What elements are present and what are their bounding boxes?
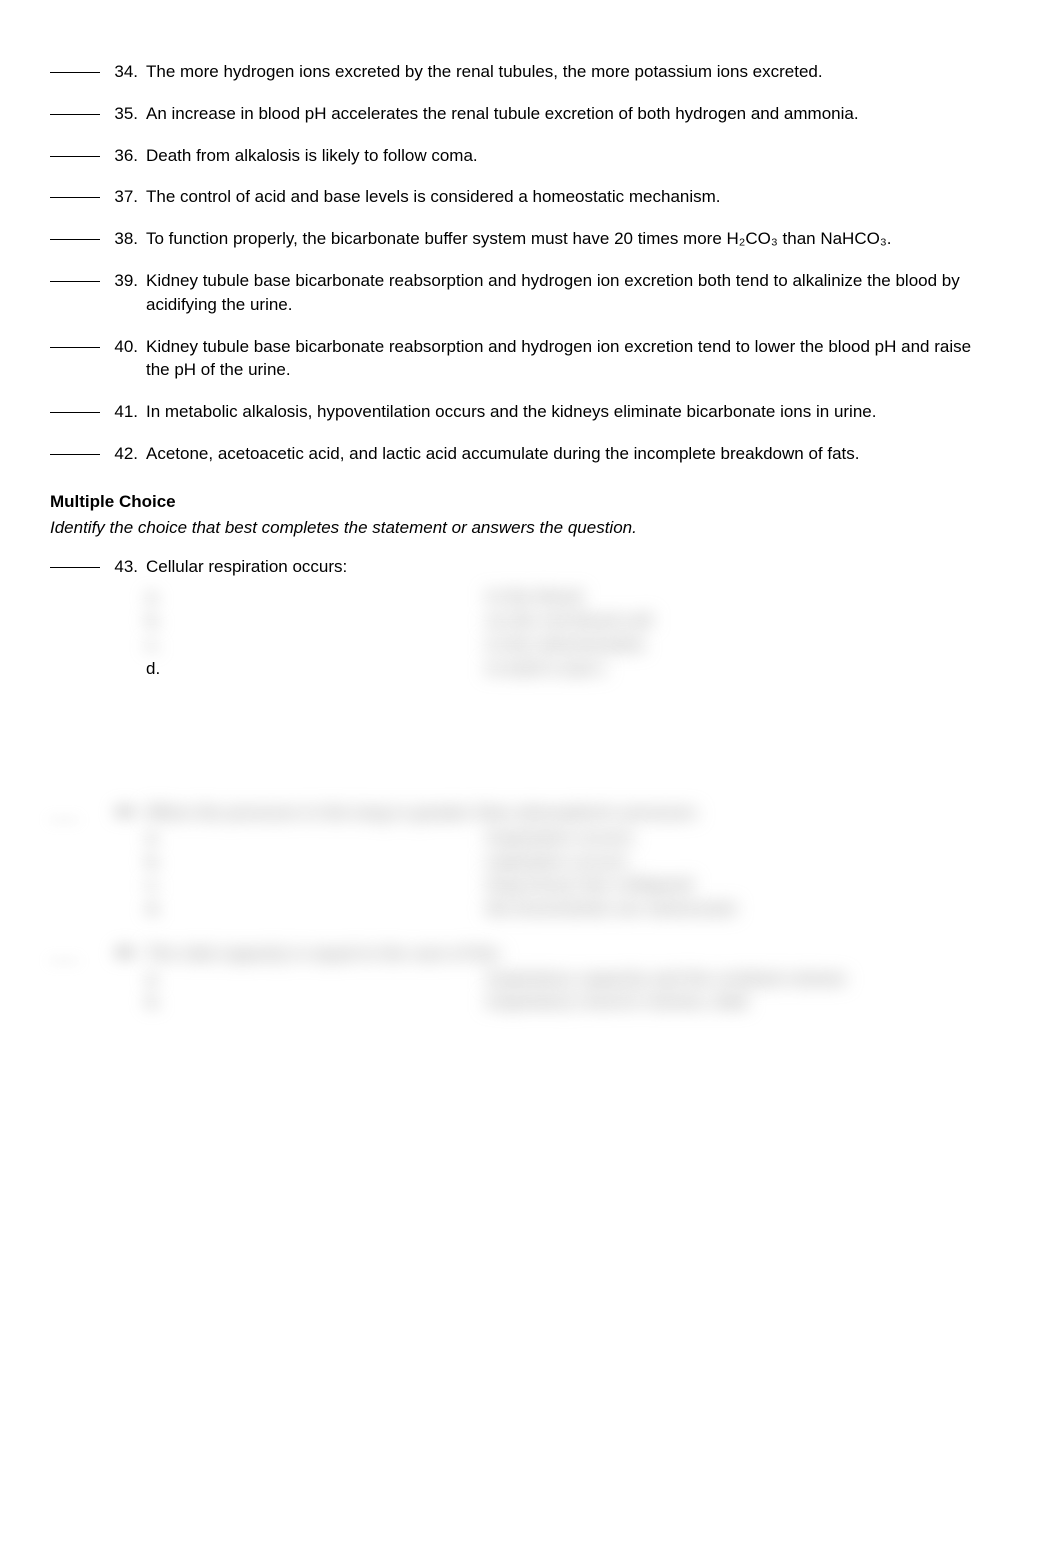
- option-letter-blurred: c.: [146, 873, 486, 897]
- option-letter-blurred: a.: [146, 967, 486, 991]
- option-text-blurred: expiration occurs: [486, 850, 628, 874]
- blurred-question-44: ___ 44. When the pressure in the lung is…: [50, 800, 982, 921]
- question-number-blurred: 45.: [106, 941, 146, 965]
- question-body-blurred: The vital capacity is equal to the sum o…: [146, 941, 982, 1014]
- answer-blank-blurred: ___: [50, 800, 100, 824]
- question-39: 39. Kidney tubule base bicarbonate reabs…: [50, 269, 982, 317]
- blurred-option: a. inspiration occurs: [146, 826, 982, 850]
- option-letter-blurred: d.: [146, 897, 486, 921]
- question-35: 35. An increase in blood pH accelerates …: [50, 102, 982, 126]
- blurred-option: b. inspiratory reserve volume, tidal: [146, 990, 982, 1014]
- option-text-blurred: inspiratory capacity and the residual vo…: [486, 967, 846, 991]
- question-text: The control of acid and base levels is c…: [146, 185, 982, 209]
- blurred-option: d. the bronchioles are obstructed: [146, 897, 982, 921]
- question-number-blurred: 44.: [106, 800, 146, 824]
- question-body: Cellular respiration occurs: a. in the b…: [146, 555, 982, 680]
- question-text: To function properly, the bicarbonate bu…: [146, 227, 982, 251]
- answer-blank[interactable]: [50, 197, 100, 198]
- question-number: 38.: [106, 227, 146, 251]
- answer-blank[interactable]: [50, 156, 100, 157]
- question-text: Kidney tubule base bicarbonate reabsorpt…: [146, 269, 982, 317]
- mc-option-b-blurred: b. on the red blood cell: [146, 609, 982, 633]
- answer-blank[interactable]: [50, 454, 100, 455]
- option-letter-blurred: a.: [146, 587, 160, 606]
- blurred-option: b. expiration occurs: [146, 850, 982, 874]
- question-number: 36.: [106, 144, 146, 168]
- question-number: 39.: [106, 269, 146, 293]
- option-letter-blurred: b.: [146, 611, 161, 630]
- question-41: 41. In metabolic alkalosis, hypoventilat…: [50, 400, 982, 424]
- mc-section-instruction: Identify the choice that best completes …: [50, 516, 982, 540]
- answer-blank[interactable]: [50, 567, 100, 568]
- question-42: 42. Acetone, acetoacetic acid, and lacti…: [50, 442, 982, 466]
- question-34: 34. The more hydrogen ions excreted by t…: [50, 60, 982, 84]
- question-body-blurred: When the pressure in the lung is greater…: [146, 800, 982, 921]
- option-text-blurred: the bronchioles are obstructed: [486, 897, 735, 921]
- question-number: 34.: [106, 60, 146, 84]
- question-text: Death from alkalosis is likely to follow…: [146, 144, 982, 168]
- option-letter-blurred: a.: [146, 826, 486, 850]
- question-40: 40. Kidney tubule base bicarbonate reabs…: [50, 335, 982, 383]
- blurred-option: a. inspiratory capacity and the residual…: [146, 967, 982, 991]
- answer-blank[interactable]: [50, 239, 100, 240]
- option-letter-blurred: c.: [146, 635, 160, 654]
- question-text: Kidney tubule base bicarbonate reabsorpt…: [146, 335, 982, 383]
- blurred-question-45: ___ 45. The vital capacity is equal to t…: [50, 941, 982, 1014]
- option-text-blurred: in the mitochondria: [486, 633, 644, 657]
- question-number: 41.: [106, 400, 146, 424]
- option-letter-blurred: b.: [146, 990, 486, 1014]
- mc-section-header: Multiple Choice: [50, 490, 982, 514]
- answer-blank[interactable]: [50, 281, 100, 282]
- mc-options: a. in the blood b. on the red blood cell…: [146, 585, 982, 680]
- question-number: 43.: [106, 555, 146, 579]
- option-text-blurred: lung tissue has collapsed: [486, 873, 693, 897]
- answer-blank[interactable]: [50, 72, 100, 73]
- question-text: Cellular respiration occurs:: [146, 555, 982, 579]
- question-stem-blurred: The vital capacity is equal to the sum o…: [146, 941, 982, 967]
- option-letter: d.: [146, 657, 486, 681]
- answer-blank[interactable]: [50, 412, 100, 413]
- question-stem-blurred: When the pressure in the lung is greater…: [146, 800, 982, 826]
- question-text: In metabolic alkalosis, hypoventilation …: [146, 400, 982, 424]
- tf-questions-section: 34. The more hydrogen ions excreted by t…: [50, 60, 982, 466]
- question-number: 35.: [106, 102, 146, 126]
- question-number: 37.: [106, 185, 146, 209]
- question-text: Acetone, acetoacetic acid, and lactic ac…: [146, 442, 982, 466]
- option-text-blurred: on the red blood cell: [486, 609, 652, 633]
- option-text-blurred: inspiratory reserve volume, tidal: [486, 990, 748, 1014]
- answer-blank[interactable]: [50, 114, 100, 115]
- option-text-blurred: inspiration occurs: [486, 826, 633, 850]
- question-43: 43. Cellular respiration occurs: a. in t…: [50, 555, 982, 680]
- mc-option-a-blurred: a. in the blood: [146, 585, 982, 609]
- blurred-option: c. lung tissue has collapsed: [146, 873, 982, 897]
- answer-blank-blurred: ___: [50, 941, 100, 965]
- question-number: 40.: [106, 335, 146, 359]
- blurred-section: ___ 44. When the pressure in the lung is…: [50, 800, 982, 1014]
- mc-option-c-blurred: c. in the mitochondria: [146, 633, 982, 657]
- question-text: An increase in blood pH accelerates the …: [146, 102, 982, 126]
- option-text-blurred: in both b and c: [486, 657, 607, 681]
- option-text-blurred: in the blood: [486, 585, 582, 609]
- question-number: 42.: [106, 442, 146, 466]
- option-letter-blurred: b.: [146, 850, 486, 874]
- question-38: 38. To function properly, the bicarbonat…: [50, 227, 982, 251]
- question-text: The more hydrogen ions excreted by the r…: [146, 60, 982, 84]
- answer-blank[interactable]: [50, 347, 100, 348]
- question-37: 37. The control of acid and base levels …: [50, 185, 982, 209]
- mc-option-d: d. in both b and c: [146, 657, 982, 681]
- question-36: 36. Death from alkalosis is likely to fo…: [50, 144, 982, 168]
